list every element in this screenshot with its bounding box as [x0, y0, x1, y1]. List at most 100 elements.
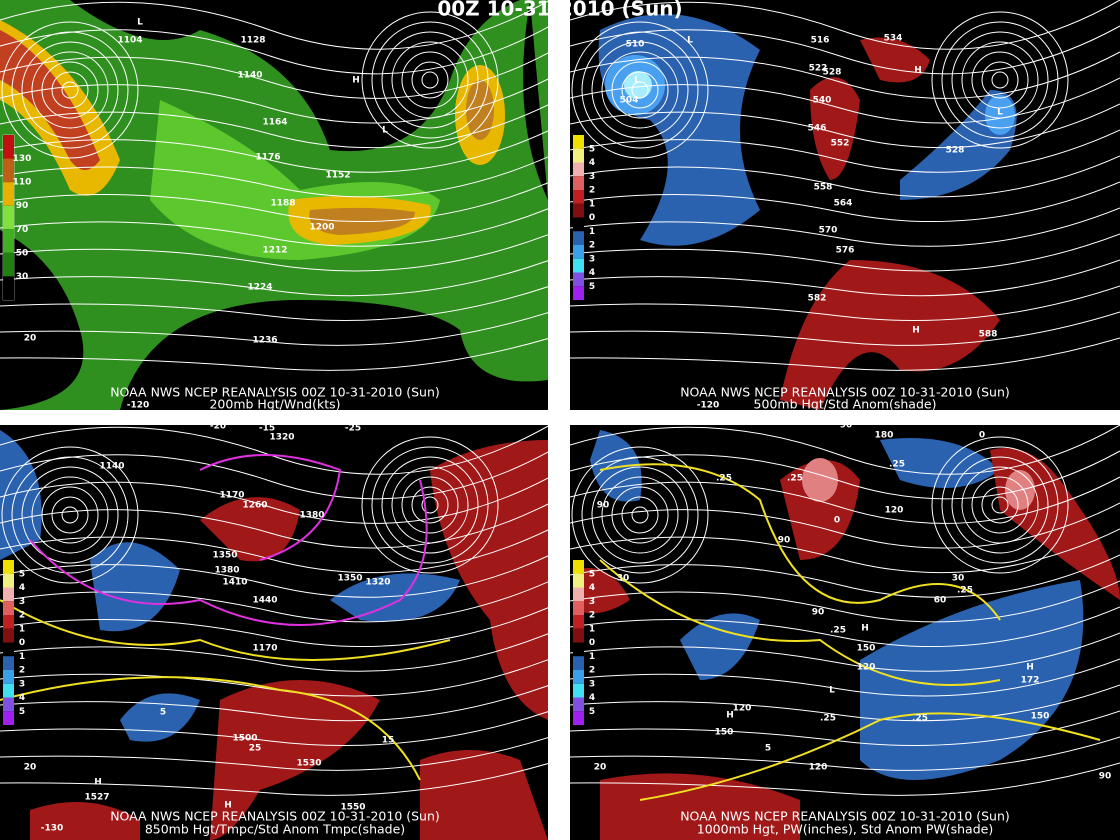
legend-label: 0 [19, 638, 25, 648]
contour-line [401, 51, 459, 109]
legend-label: 3 [589, 254, 595, 264]
contour-label: .25 [787, 474, 803, 484]
legend-swatch [573, 190, 584, 204]
contour-label: 588 [979, 330, 998, 340]
contour-label: L [687, 36, 693, 46]
contour-label: 1200 [309, 223, 334, 233]
legend-swatch [3, 601, 14, 615]
panel-500mb [570, 0, 1120, 410]
legend-label: 0 [589, 638, 595, 648]
contour-label: 570 [819, 226, 838, 236]
legend-swatch [573, 711, 584, 725]
contour-line [570, 0, 1120, 50]
legend-label: 50 [16, 248, 29, 258]
legend-swatch [573, 683, 584, 698]
contour-label: 0 [834, 516, 840, 526]
contour-label: -120 [127, 401, 150, 411]
contour-label: -15 [259, 424, 275, 434]
contour-line [381, 31, 479, 129]
contour-line [570, 425, 1120, 475]
legend-swatch [573, 697, 584, 712]
contour-label: 172 [1021, 676, 1040, 686]
contour-line [41, 486, 99, 544]
contour-label: 1170 [219, 491, 244, 501]
contour-label: .25 [820, 714, 836, 724]
contour-label: 540 [813, 96, 832, 106]
contour-line [570, 25, 1120, 75]
contour-line [0, 0, 548, 50]
contour-label: L [829, 686, 835, 696]
contour-line [11, 456, 129, 574]
contour-line [570, 580, 1120, 623]
legend-swatch [573, 670, 584, 684]
contour-line [951, 456, 1049, 554]
contour-label: 558 [814, 183, 833, 193]
legend-swatch [573, 642, 584, 657]
contour-label: .25 [912, 714, 928, 724]
legend-label: 1 [19, 624, 25, 634]
contour-line [0, 260, 548, 297]
contour-line [591, 466, 689, 564]
contour-line [961, 466, 1039, 544]
contour-line [51, 71, 89, 109]
contour-label: 25 [249, 744, 262, 754]
legend-swatch [3, 135, 14, 159]
contour-label: L [634, 76, 640, 86]
contour-line [601, 476, 679, 554]
contour-line [570, 632, 1120, 672]
contour-label: 150 [857, 644, 876, 654]
contour-line [31, 51, 109, 129]
contour-label: 1140 [99, 462, 124, 472]
legend-label: 70 [16, 225, 29, 235]
contour-label: 150 [1031, 712, 1050, 722]
contour-line [21, 466, 119, 564]
contour-line [0, 26, 548, 75]
contour-line [570, 51, 1120, 99]
contour-label: 1176 [255, 153, 280, 163]
contour-label: 582 [808, 294, 827, 304]
contour-label: H [912, 326, 920, 336]
contour-line [391, 466, 469, 544]
legend-label: 1 [589, 227, 595, 237]
contour-label: 1212 [262, 246, 287, 256]
contour-label: .25 [889, 460, 905, 470]
legend-label: 5 [589, 144, 595, 154]
contour-line [570, 259, 1120, 297]
contour-label: 1380 [214, 566, 239, 576]
legend-swatch [3, 656, 14, 670]
contour-line [931, 436, 1069, 574]
contour-line [11, 31, 129, 149]
contour-line [941, 446, 1059, 564]
legend-swatch [573, 162, 584, 177]
legend-label: 3 [19, 679, 25, 689]
contour-label: H [726, 711, 734, 721]
contour-label: L [137, 18, 143, 28]
contour-label: 30 [617, 574, 630, 584]
panel-200mb [0, 0, 548, 410]
contour-line [421, 71, 439, 89]
contour-line [0, 685, 548, 722]
contour-label: .25 [957, 586, 973, 596]
contour-line [0, 607, 548, 648]
contour-line [570, 528, 1120, 574]
contour-label: 522 [809, 64, 828, 74]
legend-label: 2 [589, 611, 595, 621]
caption: 200mb Hgt/Wnd(kts) [209, 397, 340, 412]
contour-line [41, 61, 99, 119]
contour-label: 1440 [252, 596, 277, 606]
contour-line [581, 31, 699, 149]
contour-label: 90 [778, 536, 791, 546]
legend-swatch [3, 711, 14, 725]
source-line: NOAA NWS NCEP REANALYSIS 00Z 10-31-2010 … [110, 385, 440, 400]
legend-label: 0 [589, 213, 595, 223]
contour-line [0, 104, 548, 149]
contour-label: 504 [620, 96, 639, 106]
contour-label: H [224, 801, 232, 811]
contour-label: L [997, 108, 1003, 118]
contour-line [570, 77, 1120, 124]
contour-line [0, 130, 548, 173]
legend-swatch [573, 286, 584, 300]
legend-swatch [3, 182, 14, 206]
contour-label: 90 [812, 608, 825, 618]
contour-line [0, 234, 548, 272]
